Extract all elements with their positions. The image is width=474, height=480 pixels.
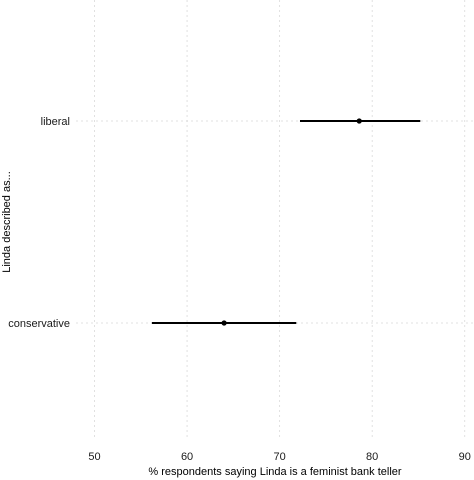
- y-tick-label-liberal: liberal: [41, 116, 70, 128]
- data-marks: [151, 118, 421, 326]
- x-tick-label: 50: [88, 451, 100, 463]
- x-tick-label: 60: [181, 451, 193, 463]
- x-tick-label: 80: [366, 451, 378, 463]
- x-axis-title: % respondents saying Linda is a feminist…: [148, 466, 401, 478]
- y-tick-labels: liberal conservative: [8, 116, 70, 330]
- x-tick-labels: 50 60 70 80 90: [88, 451, 470, 463]
- x-tick-label: 70: [274, 451, 286, 463]
- x-tick-label: 90: [459, 451, 471, 463]
- y-tick-label-conservative: conservative: [8, 318, 70, 330]
- x-gridlines: [94, 0, 466, 440]
- point-liberal: [356, 118, 362, 124]
- point-conservative: [221, 320, 227, 326]
- y-axis-title: Linda described as...: [1, 171, 13, 273]
- y-gridlines: [76, 120, 474, 324]
